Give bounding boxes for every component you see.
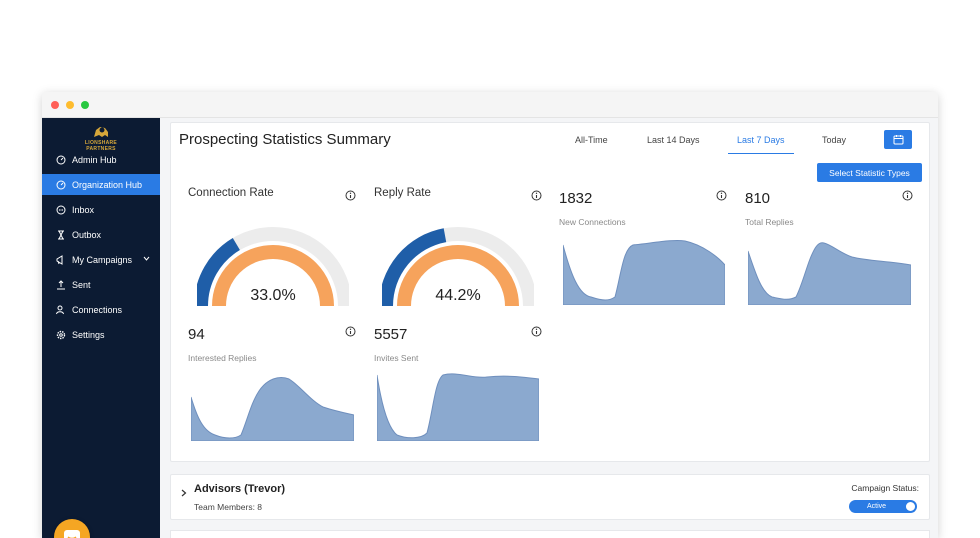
invites-sent-label: Invites Sent xyxy=(374,353,419,363)
new-connections-label: New Connections xyxy=(559,217,626,227)
sidebar-item-organization-hub[interactable]: Organization Hub xyxy=(42,174,160,195)
connection-rate-label: Connection Rate xyxy=(188,187,274,199)
gauge-icon xyxy=(56,180,66,189)
campaign-status-toggle[interactable]: Active xyxy=(849,500,917,513)
info-icon[interactable] xyxy=(716,190,727,201)
sidebar-item-connections[interactable]: Connections xyxy=(42,299,160,320)
invites-sent-value: 5557 xyxy=(374,326,408,343)
campaign-status-text: Active xyxy=(867,503,887,510)
total-replies-sparkline xyxy=(748,242,911,305)
campaign-status-label: Campaign Status: xyxy=(851,483,919,493)
new-connections-sparkline xyxy=(563,240,725,305)
sidebar-item-label: Outbox xyxy=(72,229,102,240)
sidebar-item-sent[interactable]: Sent xyxy=(42,274,160,295)
window-titlebar xyxy=(42,92,938,118)
sidebar-item-label: Sent xyxy=(72,279,91,290)
info-icon[interactable] xyxy=(531,190,542,201)
connection-rate-value: 33.0% xyxy=(250,287,296,304)
total-replies-label: Total Replies xyxy=(745,217,794,227)
megaphone-icon xyxy=(56,254,63,265)
sidebar-item-my-campaigns[interactable]: My Campaigns xyxy=(42,249,160,270)
campaign-team-members: Team Members: 8 xyxy=(194,502,263,512)
gauge-icon xyxy=(56,155,66,164)
select-statistic-types-button[interactable]: Select Statistic Types xyxy=(817,163,922,182)
reply-rate-value: 44.2% xyxy=(435,287,481,304)
close-window-button[interactable] xyxy=(51,101,59,109)
reply-rate-gauge xyxy=(382,227,534,306)
page-title: Prospecting Statistics Summary xyxy=(179,131,391,148)
tab-last-7-days[interactable]: Last 7 Days xyxy=(737,135,785,145)
lion-logo-icon xyxy=(94,127,108,137)
maximize-window-button[interactable] xyxy=(81,101,89,109)
lionshare-logo[interactable]: LIONSHARE PARTNERS xyxy=(72,124,130,152)
date-picker-button[interactable] xyxy=(884,130,912,149)
invites-sent-sparkline xyxy=(377,373,539,441)
toggle-knob xyxy=(906,502,915,511)
active-tab-indicator xyxy=(728,153,794,154)
sidebar-item-admin-hub[interactable]: Admin Hub xyxy=(42,149,160,170)
calendar-icon xyxy=(893,135,903,145)
interested-replies-label: Interested Replies xyxy=(188,353,257,363)
interested-replies-sparkline xyxy=(191,377,354,441)
sidebar-item-label: Admin Hub xyxy=(72,154,117,165)
chat-icon xyxy=(56,205,66,214)
chevron-right-icon[interactable] xyxy=(181,489,187,497)
hourglass-icon xyxy=(58,230,64,239)
sidebar-item-label: Settings xyxy=(72,329,105,340)
sidebar-item-outbox[interactable]: Outbox xyxy=(42,224,160,245)
total-replies-value: 810 xyxy=(745,190,771,207)
logo-wordmark: LIONSHARE PARTNERS xyxy=(84,140,118,152)
interested-replies-value: 94 xyxy=(188,326,205,343)
sidebar-item-label: Inbox xyxy=(72,204,95,215)
sidebar-item-settings[interactable]: Settings xyxy=(42,324,160,345)
app-window: LIONSHARE PARTNERS Admin Hub Organization… xyxy=(42,92,938,538)
gear-icon xyxy=(56,330,66,339)
reply-rate-label: Reply Rate xyxy=(374,187,431,199)
sidebar-item-inbox[interactable]: Inbox xyxy=(42,199,160,220)
minimize-window-button[interactable] xyxy=(66,101,74,109)
info-icon[interactable] xyxy=(902,190,913,201)
info-icon[interactable] xyxy=(345,326,356,337)
campaign-card[interactable]: Advisors (Trevor) Team Members: 8 Campai… xyxy=(170,474,930,520)
tab-all-time[interactable]: All-Time xyxy=(575,135,608,145)
info-icon[interactable] xyxy=(345,190,356,201)
chevron-down-icon[interactable] xyxy=(143,255,150,262)
tab-last-14-days[interactable]: Last 14 Days xyxy=(647,135,700,145)
next-campaign-card[interactable] xyxy=(170,530,930,538)
new-connections-value: 1832 xyxy=(559,190,593,207)
sidebar-item-label: My Campaigns xyxy=(72,254,133,265)
connection-rate-gauge xyxy=(197,227,349,306)
campaign-title[interactable]: Advisors (Trevor) xyxy=(194,483,286,495)
sidebar-item-label: Connections xyxy=(72,304,123,315)
chat-launcher-button[interactable] xyxy=(54,519,90,538)
info-icon[interactable] xyxy=(531,326,542,337)
stats-summary-card: Prospecting Statistics Summary All-Time … xyxy=(170,122,930,462)
chat-bubble-icon xyxy=(64,530,80,538)
users-icon xyxy=(56,305,64,314)
tab-today[interactable]: Today xyxy=(822,135,847,145)
sidebar-item-label: Organization Hub xyxy=(72,179,143,190)
sidebar: LIONSHARE PARTNERS Admin Hub Organization… xyxy=(42,118,160,538)
upload-icon xyxy=(57,279,65,289)
